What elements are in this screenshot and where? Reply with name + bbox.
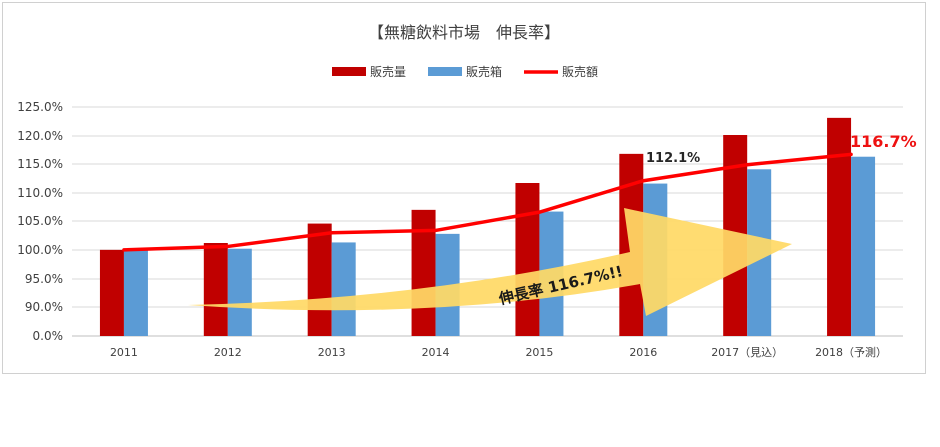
legend-swatch <box>332 67 366 76</box>
y-tick-label: 100.0% <box>17 243 63 257</box>
y-tick-label: 125.0% <box>17 100 63 114</box>
x-tick-label: 2017（見込） <box>711 346 783 359</box>
x-axis: 2011 2012 2013 2014 2015 2016 2017（見込） 2018（予測） <box>110 345 887 359</box>
bar-sales-volume <box>203 243 228 336</box>
y-tick-label: 120.0% <box>17 129 63 143</box>
y-axis: 125.0% 120.0% 115.0% 110.0% 105.0% 100.0% 95.0… <box>17 100 63 343</box>
label-2018-value: 116.7% <box>850 132 917 151</box>
bar-sales-volume <box>307 223 332 336</box>
bar-sales-cases <box>331 242 356 336</box>
y-tick-label: 105.0% <box>17 214 63 228</box>
x-tick-label: 2018（予測） <box>815 345 887 359</box>
legend: 販売量 販売箱 販売額 <box>332 64 598 79</box>
line-sales-amount <box>122 152 853 252</box>
legend-label: 販売額 <box>562 64 598 79</box>
growth-arrow-shape <box>188 208 792 316</box>
bar-sales-volume <box>827 117 852 336</box>
x-tick-label: 2014 <box>422 346 450 359</box>
legend-label: 販売箱 <box>466 64 502 79</box>
chart-frame <box>2 2 926 374</box>
y-tick-label: 115.0% <box>17 157 63 171</box>
bar-sales-volume <box>515 183 540 336</box>
bar-sales-cases <box>227 248 252 336</box>
x-tick-label: 2012 <box>214 346 242 359</box>
bar-sales-volume <box>99 249 124 336</box>
x-tick-label: 2013 <box>318 346 346 359</box>
legend-swatch <box>428 67 462 76</box>
bar-sales-cases <box>851 156 876 336</box>
chart-title: 【無糖飲料市場 伸長率】 <box>368 23 560 42</box>
x-tick-label: 2015 <box>525 346 553 359</box>
bar-sales-cases <box>123 249 148 336</box>
x-tick-label: 2011 <box>110 346 138 359</box>
y-tick-label: 90.0% <box>25 300 63 314</box>
legend-label: 販売量 <box>370 64 406 79</box>
y-tick-label: 110.0% <box>17 186 63 200</box>
y-tick-label: 95.0% <box>25 272 63 286</box>
sales-amount-line <box>122 152 853 252</box>
label-2016-value: 112.1% <box>646 151 700 166</box>
y-tick-label: 0.0% <box>33 329 64 343</box>
x-tick-label: 2016 <box>629 346 657 359</box>
